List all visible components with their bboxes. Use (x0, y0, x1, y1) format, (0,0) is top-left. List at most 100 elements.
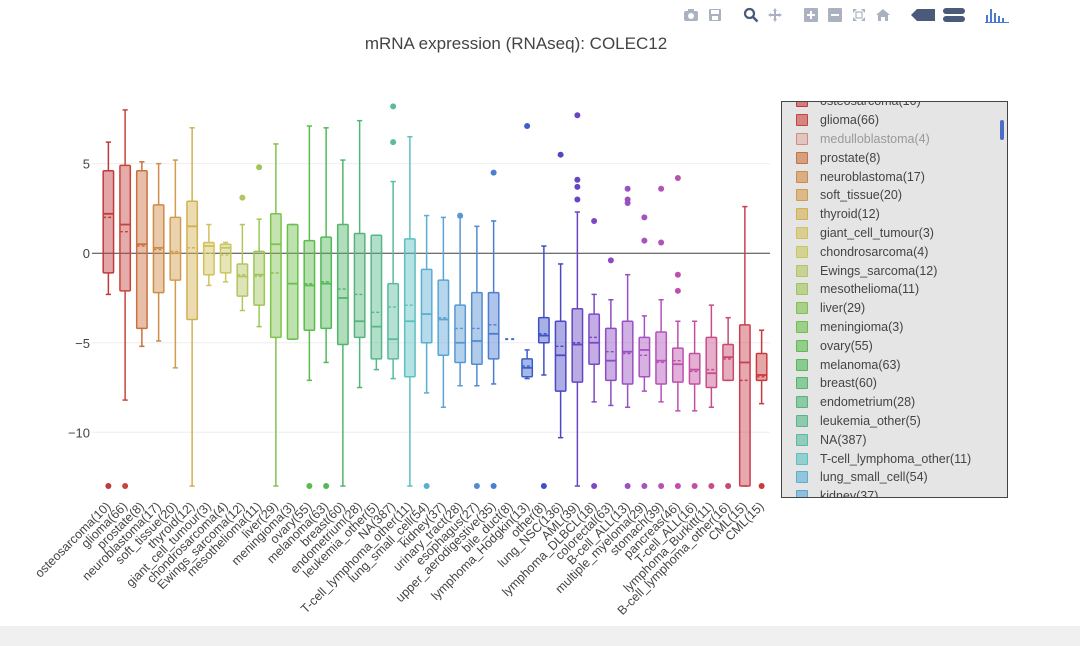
box[interactable] (487, 291, 500, 360)
outlier-point[interactable] (641, 237, 648, 244)
box[interactable] (186, 200, 199, 321)
outlier-point[interactable] (674, 483, 681, 490)
box[interactable] (102, 170, 115, 274)
box[interactable] (638, 336, 651, 378)
box[interactable] (420, 268, 433, 344)
legend-item[interactable]: meningioma(3) (782, 318, 994, 337)
zoom-icon[interactable] (742, 6, 760, 24)
legend-scrollbar[interactable] (1000, 120, 1004, 140)
box[interactable] (755, 352, 768, 382)
legend-item[interactable]: endometrium(28) (782, 393, 994, 412)
box[interactable] (387, 282, 400, 360)
outlier-point[interactable] (323, 483, 330, 490)
box[interactable] (119, 164, 132, 292)
box[interactable] (286, 223, 299, 340)
box[interactable] (655, 331, 668, 385)
outlier-point[interactable] (725, 483, 732, 490)
outlier-point[interactable] (641, 214, 648, 221)
outlier-point[interactable] (624, 200, 631, 207)
outlier-point[interactable] (591, 483, 598, 490)
outlier-point[interactable] (390, 139, 397, 146)
box[interactable] (738, 324, 751, 487)
outlier-point[interactable] (674, 271, 681, 278)
outlier-point[interactable] (457, 212, 464, 219)
box[interactable] (454, 304, 467, 364)
box[interactable] (705, 336, 718, 389)
outlier-point[interactable] (607, 257, 614, 264)
legend-item[interactable]: neuroblastoma(17) (782, 167, 994, 186)
outlier-point[interactable] (540, 483, 547, 490)
box[interactable] (236, 263, 249, 297)
box[interactable] (169, 216, 182, 281)
outlier-point[interactable] (490, 483, 497, 490)
outlier-point[interactable] (557, 151, 564, 158)
save-icon[interactable] (706, 6, 724, 24)
legend-item[interactable]: T-cell_lymphoma_other(11) (782, 449, 994, 468)
legend-item[interactable]: soft_tissue(20) (782, 186, 994, 205)
home-icon[interactable] (874, 6, 892, 24)
outlier-point[interactable] (256, 164, 263, 171)
legend-item[interactable]: ovary(55) (782, 336, 994, 355)
legend-item[interactable]: chondrosarcoma(4) (782, 242, 994, 261)
outlier-point[interactable] (658, 483, 665, 490)
outlier-point[interactable] (658, 185, 665, 192)
box[interactable] (135, 170, 148, 330)
outlier-point[interactable] (691, 483, 698, 490)
outlier-point[interactable] (708, 483, 715, 490)
legend-item[interactable]: liver(29) (782, 299, 994, 318)
legend-item[interactable]: glioma(66) (782, 111, 994, 130)
compare-icon[interactable] (942, 6, 966, 24)
outlier-point[interactable] (758, 483, 765, 490)
box[interactable] (722, 343, 735, 382)
legend-item[interactable]: thyroid(12) (782, 205, 994, 224)
legend-item[interactable]: kidney(37) (782, 487, 994, 497)
outlier-point[interactable] (306, 483, 313, 490)
outlier-point[interactable] (490, 169, 497, 176)
outlier-point[interactable] (591, 217, 598, 224)
box[interactable] (353, 232, 366, 339)
outlier-point[interactable] (624, 185, 631, 192)
box[interactable] (219, 243, 232, 274)
legend-item[interactable]: medulloblastoma(4) (782, 130, 994, 149)
outlier-point[interactable] (624, 483, 631, 490)
plotly-logo-icon[interactable] (984, 6, 1010, 24)
camera-icon[interactable] (682, 6, 700, 24)
zoom-out-icon[interactable] (826, 6, 844, 24)
box[interactable] (202, 241, 215, 276)
legend-item[interactable]: giant_cell_tumour(3) (782, 224, 994, 243)
outlier-point[interactable] (674, 287, 681, 294)
outlier-point[interactable] (122, 483, 129, 490)
spike-icon[interactable] (910, 6, 936, 24)
outlier-point[interactable] (524, 123, 531, 130)
box[interactable] (403, 238, 416, 378)
legend-item[interactable]: breast(60) (782, 374, 994, 393)
box[interactable] (370, 234, 383, 360)
box[interactable] (253, 250, 266, 306)
legend[interactable]: osteosarcoma(10) glioma(66) medulloblastom… (781, 101, 1008, 498)
box[interactable] (336, 223, 349, 346)
box[interactable] (588, 313, 601, 365)
legend-item[interactable]: NA(387) (782, 430, 994, 449)
outlier-point[interactable] (658, 239, 665, 246)
box[interactable] (604, 327, 617, 382)
outlier-point[interactable] (574, 176, 581, 183)
legend-item[interactable]: melanoma(63) (782, 355, 994, 374)
outlier-point[interactable] (574, 196, 581, 203)
box[interactable] (269, 213, 282, 339)
outlier-point[interactable] (390, 103, 397, 110)
outlier-point[interactable] (473, 483, 480, 490)
outlier-point[interactable] (105, 483, 112, 490)
legend-item[interactable]: leukemia_other(5) (782, 412, 994, 431)
outlier-point[interactable] (574, 112, 581, 119)
autoscale-icon[interactable] (850, 6, 868, 24)
outlier-point[interactable] (239, 194, 246, 201)
legend-item[interactable]: prostate(8) (782, 148, 994, 167)
outlier-point[interactable] (574, 183, 581, 190)
outlier-point[interactable] (641, 483, 648, 490)
box[interactable] (537, 316, 550, 344)
legend-item[interactable]: lung_small_cell(54) (782, 468, 994, 487)
outlier-point[interactable] (423, 483, 430, 490)
outlier-point[interactable] (674, 174, 681, 181)
legend-item[interactable]: Ewings_sarcoma(12) (782, 261, 994, 280)
